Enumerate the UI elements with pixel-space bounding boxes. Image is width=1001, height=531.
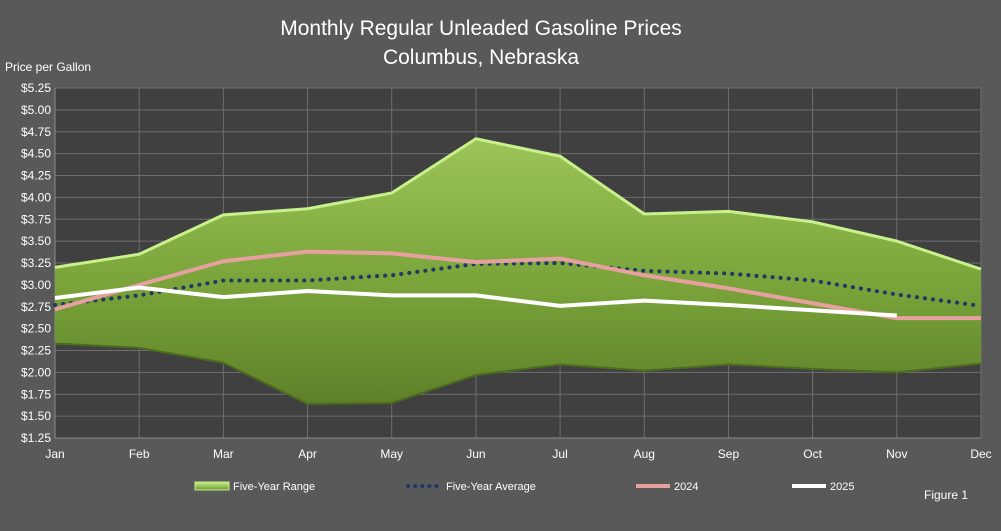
x-tick-label: Jan bbox=[45, 447, 64, 461]
series-lines bbox=[53, 249, 983, 321]
y-tick-label: $1.25 bbox=[21, 431, 51, 445]
x-tick-label: Feb bbox=[129, 447, 150, 461]
x-tick-label: Jun bbox=[466, 447, 485, 461]
y-axis-label: Price per Gallon bbox=[5, 60, 91, 74]
figure-label: Figure 1 bbox=[924, 488, 968, 502]
y-tick-label: $3.75 bbox=[21, 212, 51, 226]
line-five-year-average bbox=[53, 261, 983, 308]
legend-item-2025: 2025 bbox=[792, 481, 854, 493]
legend-swatch-range bbox=[194, 481, 230, 491]
y-tick-label: $1.50 bbox=[21, 409, 51, 423]
y-tick-label: $5.00 bbox=[21, 103, 51, 117]
y-tick-label: $4.50 bbox=[21, 147, 51, 161]
legend-label-range: Five-Year Range bbox=[233, 481, 315, 493]
range-area-fill bbox=[55, 138, 981, 404]
x-tick-label: Sep bbox=[718, 447, 740, 461]
y-tick-label: $2.50 bbox=[21, 322, 51, 336]
y-tick-label: $2.00 bbox=[21, 365, 51, 379]
y-tick-label: $3.50 bbox=[21, 234, 51, 248]
x-tick-label: Jul bbox=[552, 447, 567, 461]
x-tick-label: Nov bbox=[886, 447, 907, 461]
five-year-range-area bbox=[54, 137, 982, 405]
range-lower-edge bbox=[54, 342, 982, 405]
x-tick-label: Dec bbox=[970, 447, 991, 461]
chart-title: Monthly Regular Unleaded Gasoline Prices bbox=[280, 17, 682, 40]
legend-label-average: Five-Year Average bbox=[446, 481, 536, 493]
y-tick-label: $2.25 bbox=[21, 344, 51, 358]
range-upper-edge bbox=[54, 137, 982, 271]
x-tick-label: Oct bbox=[803, 447, 822, 461]
line-2025 bbox=[54, 285, 897, 318]
y-tick-label: $4.25 bbox=[21, 169, 51, 183]
chart-subtitle: Columbus, Nebraska bbox=[383, 46, 579, 69]
y-tick-label: $3.25 bbox=[21, 256, 51, 270]
legend: Five-Year Range Five-Year Average 2024 2… bbox=[194, 481, 854, 493]
legend-label-2025: 2025 bbox=[830, 481, 854, 493]
y-tick-label: $4.00 bbox=[21, 190, 51, 204]
y-tick-labels: $1.25 $1.50 $1.75 $2.00 $2.25 $2.50 $2.75 $3.00… bbox=[21, 81, 51, 445]
legend-item-2024: 2024 bbox=[636, 481, 698, 493]
legend-label-2024: 2024 bbox=[674, 481, 698, 493]
legend-item-five-year-range: Five-Year Range bbox=[194, 481, 315, 493]
x-tick-labels: Jan Feb Mar Apr May Jun Jul Aug Sep Oct Nov Dec bbox=[45, 447, 991, 461]
line-2024 bbox=[54, 249, 981, 321]
y-tick-label: $5.25 bbox=[21, 81, 51, 95]
x-tick-label: Aug bbox=[634, 447, 655, 461]
y-tick-label: $4.75 bbox=[21, 125, 51, 139]
x-tick-label: May bbox=[380, 447, 403, 461]
y-tick-label: $1.75 bbox=[21, 387, 51, 401]
legend-item-five-year-average: Five-Year Average bbox=[406, 481, 536, 493]
y-tick-label: $3.00 bbox=[21, 278, 51, 292]
y-tick-label: $2.75 bbox=[21, 300, 51, 314]
x-tick-label: Apr bbox=[298, 447, 317, 461]
x-tick-label: Mar bbox=[213, 447, 234, 461]
